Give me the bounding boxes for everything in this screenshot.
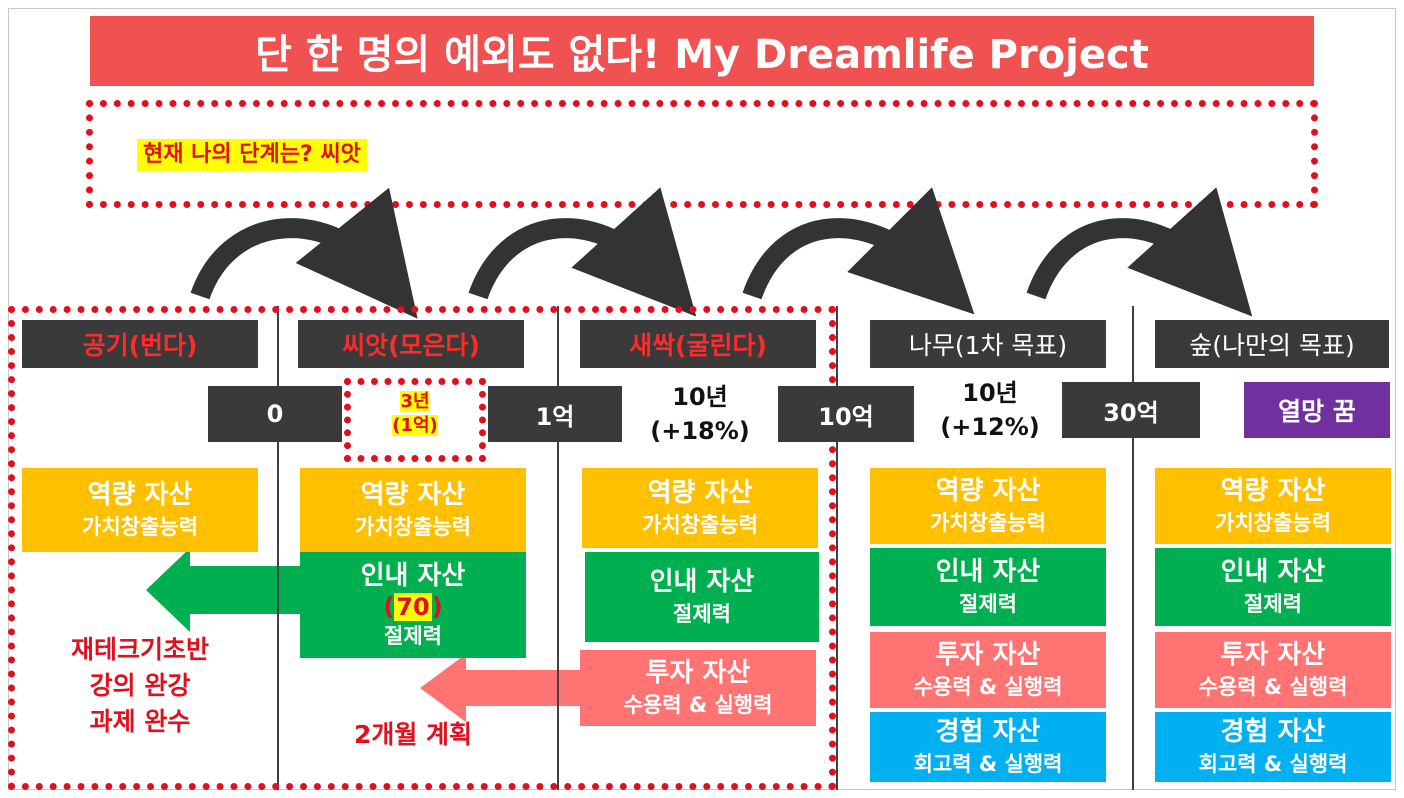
investment-asset-forest: 투자 자산 수용력 & 실행력 [1155, 632, 1391, 708]
seed-period-dotted-box [344, 378, 486, 462]
status-dotted-box [86, 100, 1318, 208]
stage-sprout: 새싹(굴린다) [580, 320, 816, 368]
asset-title: 역량 자산 [87, 480, 193, 510]
tree-rate: (+12%) [940, 413, 1040, 441]
amount-3: 30억 [1062, 382, 1200, 438]
sprout-period: 10년 (+18%) [630, 380, 770, 448]
experience-asset-forest: 경험 자산 회고력 & 실행력 [1155, 712, 1391, 782]
curved-arrow-2 [468, 187, 697, 317]
seed-period-years: 3년 [400, 391, 430, 412]
patience-asset-forest: 인내 자산 절제력 [1155, 548, 1391, 626]
asset-title: 경험 자산 [1220, 717, 1326, 747]
sprout-rate: (+18%) [650, 417, 750, 445]
curved-arrow-3 [742, 187, 975, 315]
plan-label: 2개월 계획 [353, 720, 473, 749]
asset-title: 인내 자산 [649, 567, 755, 597]
capability-asset-sprout: 역량 자산 가치창출능력 [582, 468, 818, 548]
experience-asset-tree: 경험 자산 회고력 & 실행력 [870, 712, 1106, 782]
seed-period-target: (1억) [392, 415, 438, 436]
capability-asset-tree: 역량 자산 가치창출능력 [870, 468, 1106, 544]
stage-air: 공기(번다) [22, 320, 258, 368]
capability-asset-air: 역량 자산 가치창출능력 [22, 468, 258, 552]
asset-subtitle: 가치창출능력 [82, 515, 198, 539]
action-line: 재테크기초반 [70, 635, 209, 664]
asset-subtitle: 가치창출능력 [355, 515, 471, 539]
investment-asset-tree: 투자 자산 수용력 & 실행력 [870, 632, 1106, 708]
asset-subtitle: 절제력 [384, 624, 442, 648]
amount-1: 1억 [488, 386, 622, 442]
patience-asset-tree: 인내 자산 절제력 [870, 548, 1106, 626]
column-divider [277, 306, 279, 790]
action-line: 과제 완수 [89, 707, 191, 736]
asset-title: 투자 자산 [645, 658, 751, 688]
asset-title: 경험 자산 [935, 717, 1041, 747]
curved-arrow-4 [1026, 187, 1253, 317]
tree-years: 10년 [962, 379, 1018, 407]
asset-title: 인내 자산 [360, 561, 466, 591]
focus-dotted-area [8, 306, 836, 790]
patience-asset-seed: 인내 자산 (70) 절제력 [300, 552, 526, 658]
asset-subtitle: 가치창출능력 [642, 513, 758, 537]
tree-period: 10년 (+12%) [920, 376, 1060, 444]
patience-score: (70) [383, 593, 443, 621]
capability-asset-forest: 역량 자산 가치창출능력 [1155, 468, 1391, 544]
seed-period: 3년 (1억) [344, 390, 486, 438]
current-stage-label: 현재 나의 단계는? 씨앗 [137, 139, 367, 171]
action-line: 강의 완강 [89, 671, 191, 700]
action-list: 재테크기초반 강의 완강 과제 완수 [40, 632, 240, 740]
stage-seed: 씨앗(모은다) [298, 320, 524, 368]
amount-2: 10억 [778, 386, 914, 442]
asset-subtitle: 회고력 & 실행력 [1198, 752, 1348, 776]
asset-subtitle: 절제력 [1244, 592, 1302, 616]
stage-tree: 나무(1차 목표) [870, 320, 1106, 368]
left-arrow-salmon [420, 654, 582, 722]
asset-title: 인내 자산 [935, 557, 1041, 587]
stage-forest: 숲(나만의 목표) [1155, 320, 1389, 368]
dream-badge: 열망 꿈 [1244, 382, 1390, 438]
asset-subtitle: 수용력 & 실행력 [913, 675, 1063, 699]
asset-subtitle: 절제력 [673, 602, 731, 626]
column-divider [1132, 306, 1134, 790]
asset-subtitle: 가치창출능력 [1215, 511, 1331, 535]
page-title: 단 한 명의 예외도 없다! My Dreamlife Project [90, 16, 1314, 86]
capability-asset-seed: 역량 자산 가치창출능력 [300, 468, 526, 552]
column-divider [836, 306, 838, 790]
asset-subtitle: 절제력 [959, 592, 1017, 616]
asset-title: 투자 자산 [935, 640, 1041, 670]
asset-title: 역량 자산 [360, 480, 466, 510]
amount-0: 0 [208, 386, 342, 442]
asset-title: 투자 자산 [1220, 640, 1326, 670]
investment-asset-sprout: 투자 자산 수용력 & 실행력 [580, 650, 816, 726]
column-divider [557, 306, 559, 790]
asset-subtitle: 수용력 & 실행력 [623, 693, 773, 717]
curved-arrow-1 [190, 187, 418, 319]
asset-subtitle: 회고력 & 실행력 [913, 752, 1063, 776]
patience-asset-sprout: 인내 자산 절제력 [585, 552, 819, 642]
asset-title: 역량 자산 [935, 476, 1041, 506]
asset-subtitle: 가치창출능력 [930, 511, 1046, 535]
asset-subtitle: 수용력 & 실행력 [1198, 675, 1348, 699]
asset-title: 역량 자산 [647, 478, 753, 508]
patience-number: 70 [394, 593, 432, 621]
left-arrow-green [146, 548, 300, 632]
asset-title: 인내 자산 [1220, 557, 1326, 587]
sprout-years: 10년 [672, 383, 728, 411]
asset-title: 역량 자산 [1220, 476, 1326, 506]
